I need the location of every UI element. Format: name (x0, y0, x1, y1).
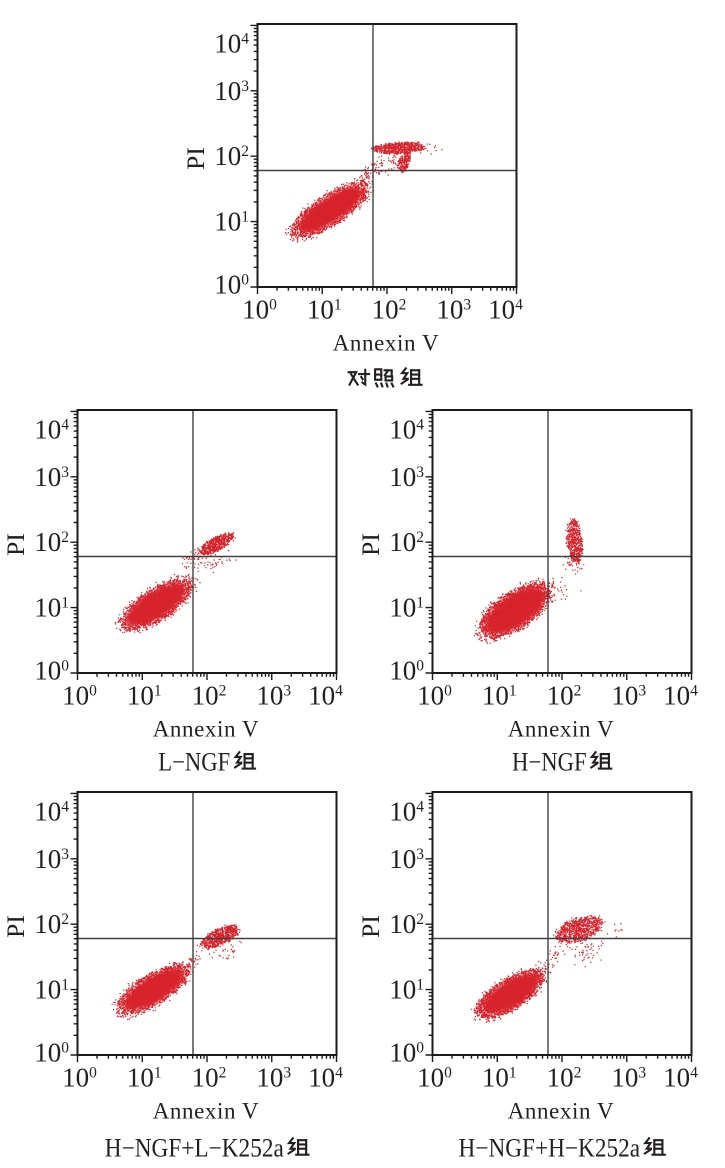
svg-text:L−NGF: L−NGF (158, 747, 230, 776)
svg-text:PI: PI (1, 533, 30, 556)
svg-text:101: 101 (34, 593, 69, 623)
svg-text:Annexin V: Annexin V (333, 331, 440, 356)
svg-text:Annexin V: Annexin V (508, 717, 615, 742)
svg-text:103: 103 (34, 462, 69, 492)
svg-text:103: 103 (214, 76, 249, 106)
svg-text:H−NGF+L−K252a: H−NGF+L−K252a (105, 1133, 284, 1162)
svg-text:H−NGF+H−K252a: H−NGF+H−K252a (459, 1133, 641, 1162)
svg-text:103: 103 (256, 1063, 291, 1093)
svg-text:Annexin V: Annexin V (153, 1099, 260, 1124)
svg-text:Annexin V: Annexin V (508, 1099, 615, 1124)
svg-text:PI: PI (181, 147, 210, 170)
svg-text:PI: PI (1, 915, 30, 938)
svg-text:Annexin V: Annexin V (153, 717, 260, 742)
svg-text:PI: PI (356, 533, 385, 556)
svg-text:PI: PI (356, 915, 385, 938)
svg-text:102: 102 (389, 527, 424, 557)
svg-text:H−NGF: H−NGF (512, 747, 587, 776)
svg-text:101: 101 (127, 1063, 162, 1093)
svg-text:104: 104 (663, 1063, 698, 1093)
